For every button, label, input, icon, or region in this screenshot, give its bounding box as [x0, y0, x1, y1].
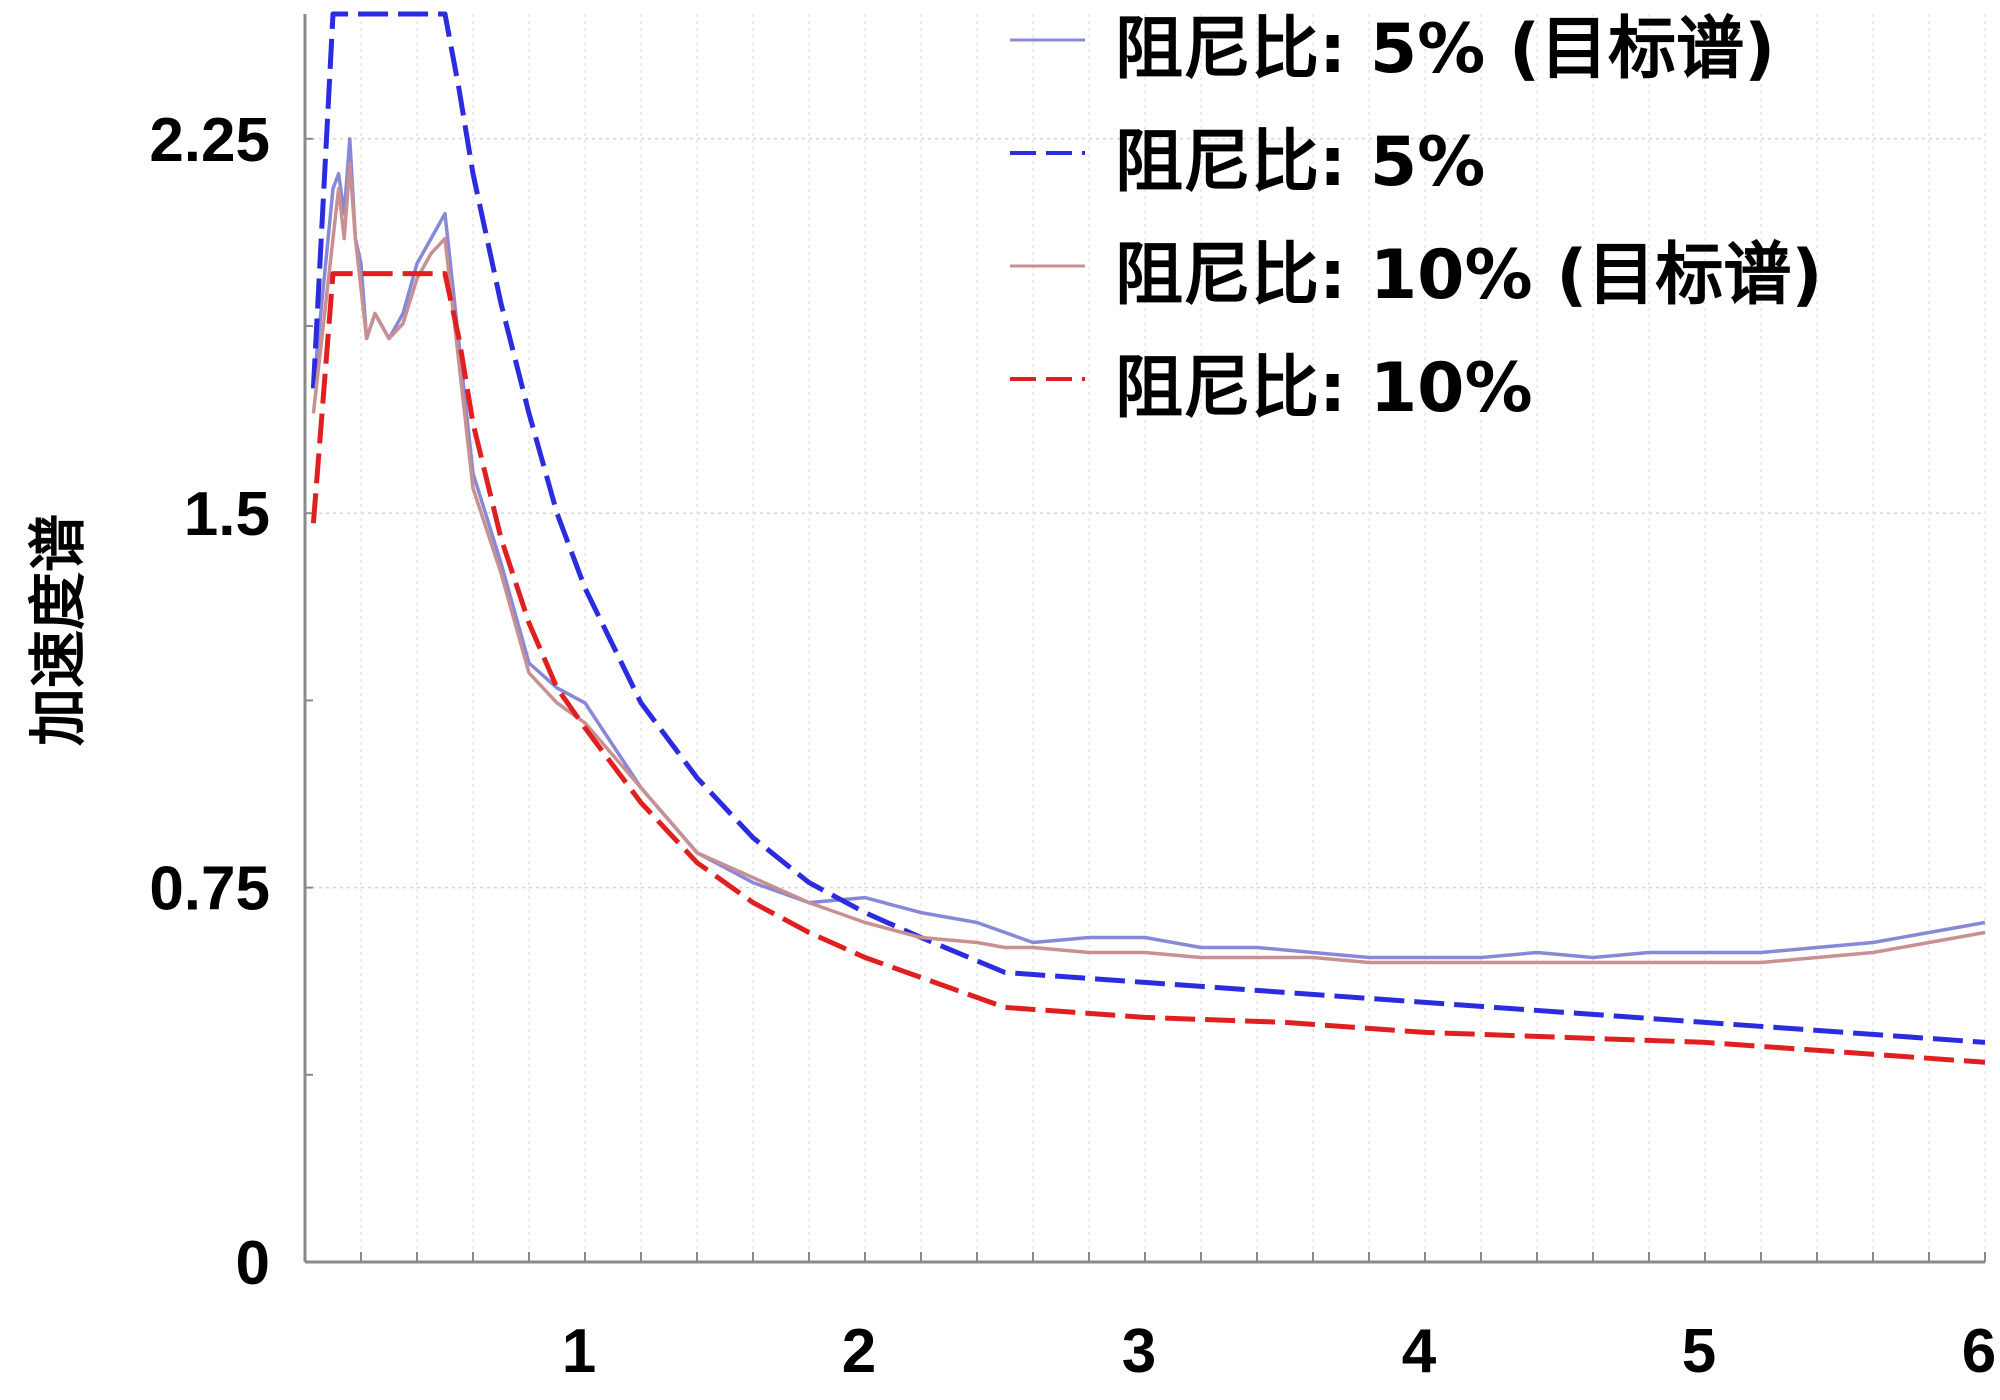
y-axis-label: 加速度谱: [24, 514, 92, 746]
y-tick-labels: 0 0.75 1.5 2.25: [149, 106, 270, 1298]
y-tick-label: 1.5: [184, 480, 270, 549]
x-tick-label: 2: [842, 1317, 876, 1386]
series-line-2: [310, 11, 1986, 1045]
x-tick-label: 6: [1962, 1317, 1996, 1386]
legend-label: 阻尼比: 10%: [1115, 349, 1533, 428]
legend: 阻尼比: 5% (目标谱) 阻尼比: 5% 阻尼比: 10% (目标谱) 阻尼比: 1…: [1010, 10, 1822, 428]
x-tick-label: 1: [562, 1317, 596, 1386]
x-tick-label: 3: [1122, 1317, 1156, 1386]
y-tick-label: 0: [236, 1229, 270, 1298]
y-tick-label: 2.25: [149, 106, 270, 175]
minor-ticks: [305, 137, 1986, 1262]
legend-label: 阻尼比: 5%: [1115, 123, 1485, 202]
series-line-4: [310, 271, 1986, 1065]
x-tick-label: 5: [1682, 1317, 1716, 1386]
x-tick-labels: 1 2 3 4 5 6: [562, 1317, 1996, 1386]
series-group: [310, 11, 1986, 1065]
series-line-3: [311, 162, 1986, 965]
y-tick-label: 0.75: [149, 855, 270, 924]
grid: [305, 14, 1986, 1262]
x-tick-label: 4: [1402, 1317, 1437, 1386]
legend-label: 阻尼比: 10% (目标谱): [1115, 236, 1822, 315]
legend-label: 阻尼比: 5% (目标谱): [1115, 10, 1775, 89]
